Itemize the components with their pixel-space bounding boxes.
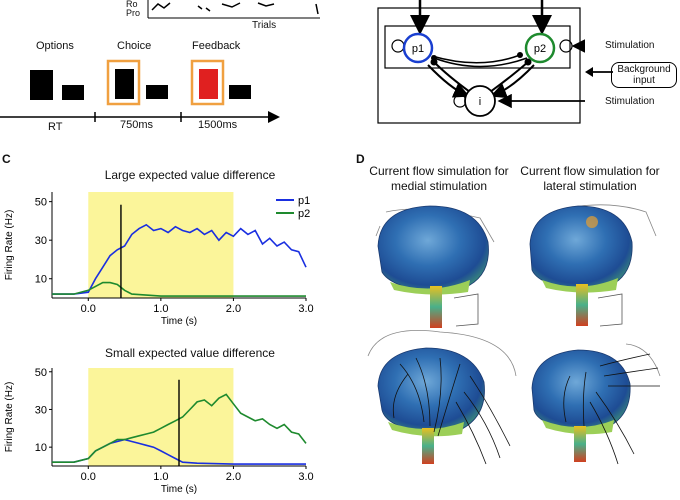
chart-large-difference: 10 30 50 0.0 1.0 2.0 3.0 Time (s) Firing Rate (H…: [4, 192, 314, 327]
trial-timeline: [0, 59, 280, 123]
y-tick-label: 30: [35, 404, 47, 416]
x-tick-label: 2.0: [226, 471, 241, 483]
legend-label-p1: p1: [298, 195, 310, 207]
brain-lateral: [529, 204, 657, 327]
y-tick-label: 50: [35, 367, 47, 379]
panel-c-letter: C: [2, 152, 11, 166]
brain-medial: [375, 205, 495, 328]
i-node-label: i: [479, 96, 481, 108]
medial-title: Current flow simulation for medial stimu…: [369, 164, 509, 193]
brain-medial-flow: [367, 330, 517, 465]
chart-small-difference: 10 30 50 0.0 1.0 2.0 3.0 Time (s) Firing Rate (H…: [4, 367, 314, 495]
lateral-title: Current flow simulation for lateral stim…: [520, 164, 660, 193]
panel-a-xlabel: Trials: [252, 20, 277, 31]
series-line-p1: [52, 223, 307, 295]
y-axis-label: Firing Rate (Hz): [4, 210, 15, 281]
x-tick-label: 1.0: [153, 471, 168, 483]
panel-a-ylabel: Ro Pro: [126, 0, 141, 18]
x-tick-label: 3.0: [298, 471, 313, 483]
x-axis-label: Time (s): [161, 316, 197, 327]
y-axis-label: Firing Rate (Hz): [4, 382, 15, 453]
x-tick-label: 0.0: [81, 303, 96, 315]
brain-lateral-flow: [531, 343, 661, 465]
t1-label: 750ms: [120, 119, 154, 131]
series-line-p2: [52, 393, 307, 463]
stimulation-top-label: Stimulation: [605, 40, 655, 51]
y-tick-label: 10: [35, 442, 47, 454]
choice-label: Choice: [117, 40, 152, 52]
y-tick-label: 10: [35, 274, 47, 286]
x-tick-label: 3.0: [298, 303, 313, 315]
p2-node-label: p2: [534, 43, 546, 55]
brain-simulations: [367, 204, 661, 465]
chart2-title: Small expected value difference: [105, 346, 275, 360]
x-tick-label: 2.0: [226, 303, 241, 315]
x-axis-label: Time (s): [161, 484, 197, 495]
rt-label: RT: [48, 121, 63, 133]
y-tick-label: 30: [35, 235, 47, 247]
x-tick-label: 1.0: [153, 303, 168, 315]
y-tick-label: 50: [35, 197, 47, 209]
t2-label: 1500ms: [198, 119, 238, 131]
chart1-title: Large expected value difference: [104, 168, 276, 182]
panel-d-letter: D: [356, 152, 365, 166]
stimulus-window: [88, 192, 234, 298]
background-arrow: [585, 67, 613, 77]
series-line-p2: [52, 281, 306, 297]
stimulation-bottom-label: Stimulation: [605, 96, 655, 107]
stimulus-window: [88, 368, 234, 466]
p1-node-label: p1: [412, 43, 424, 55]
legend-label-p2: p2: [298, 208, 310, 220]
background-input-box: Background input: [611, 62, 677, 88]
network-diagram: p1 p2 i: [377, 0, 585, 124]
x-tick-label: 0.0: [81, 471, 96, 483]
panel-a-mini-plot: [147, 0, 320, 19]
options-label: Options: [36, 40, 74, 52]
feedback-label: Feedback: [192, 40, 241, 52]
